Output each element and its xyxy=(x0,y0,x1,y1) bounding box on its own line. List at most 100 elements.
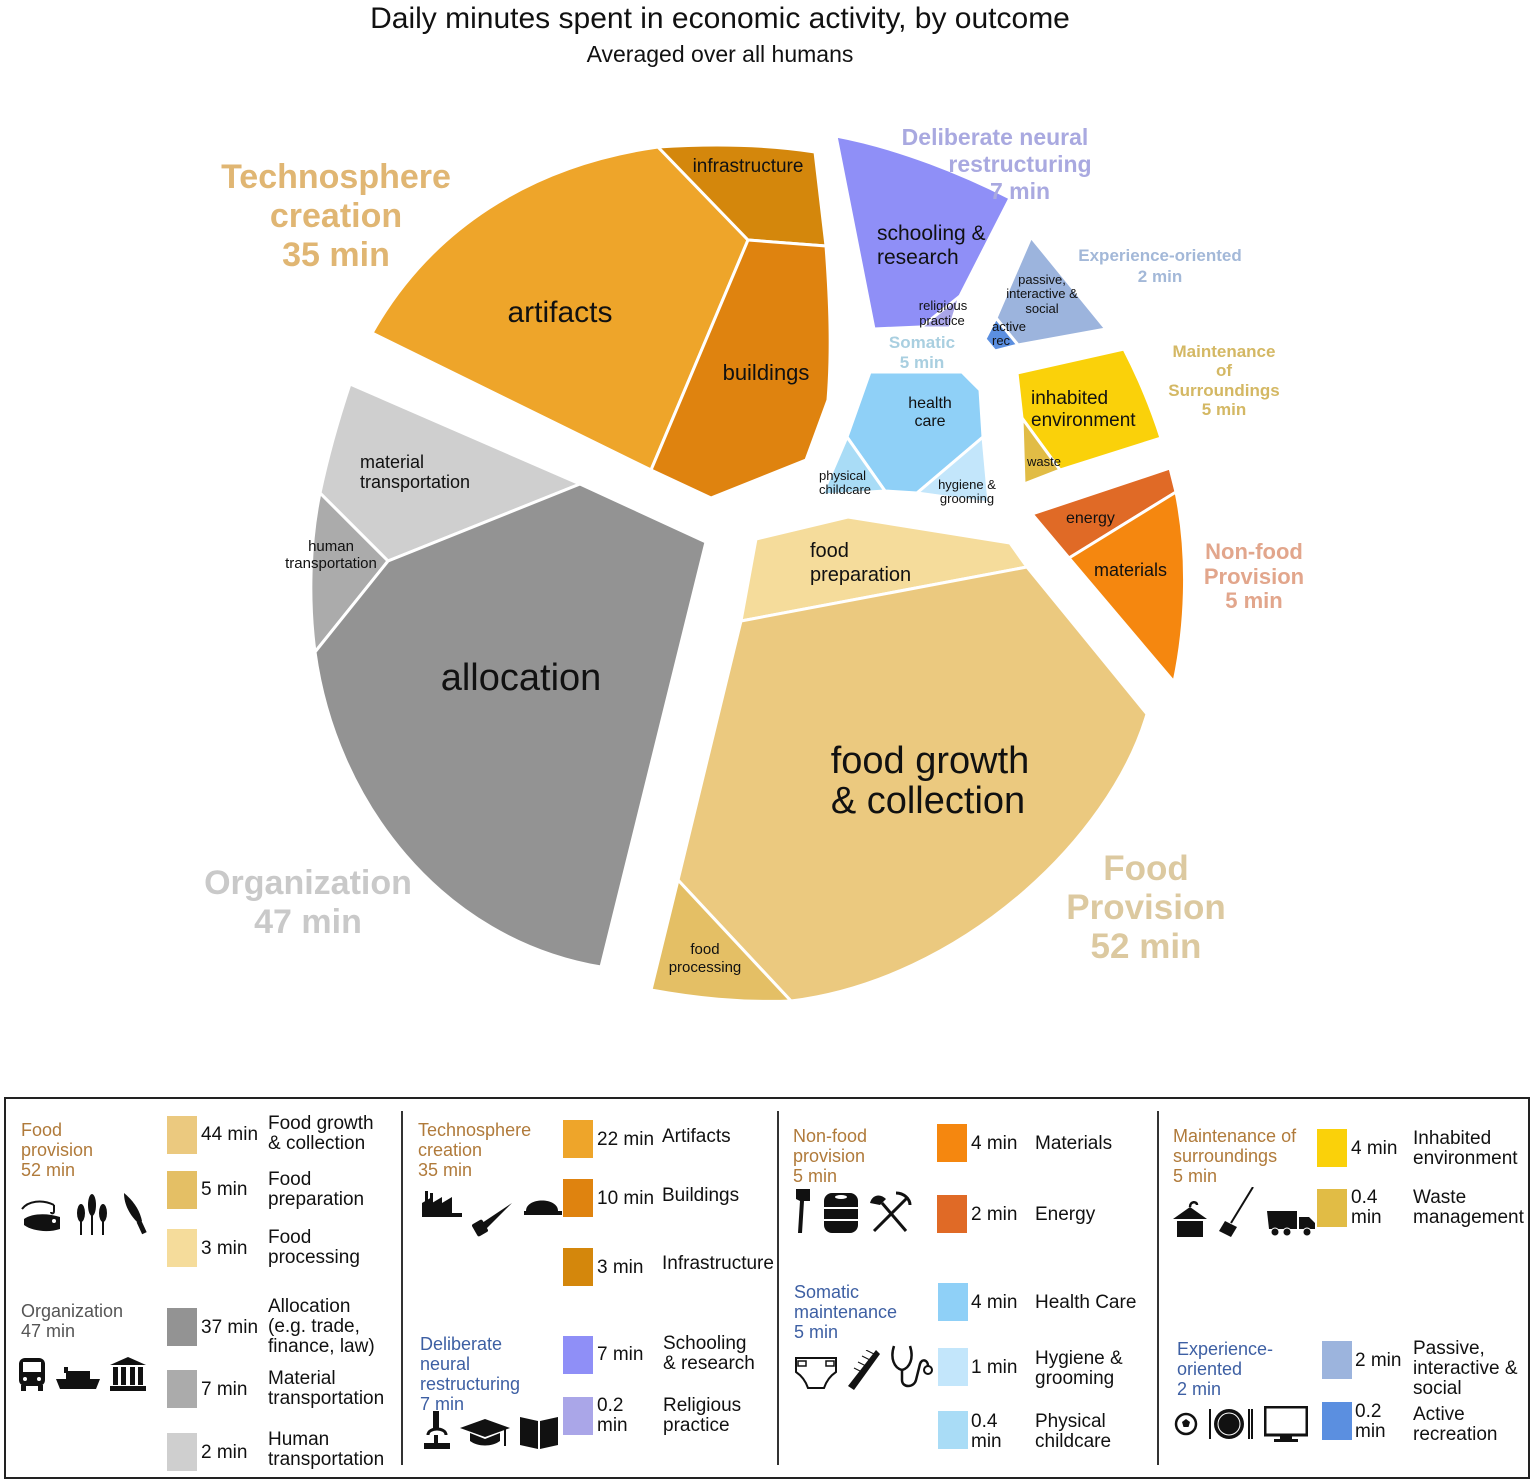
legend-maintenance-icons xyxy=(1171,1187,1315,1237)
legend-somatic-icons xyxy=(794,1344,934,1390)
legend-value: 4 min xyxy=(1351,1138,1398,1159)
legend-value: 4 min xyxy=(971,1292,1018,1313)
segment-food-preparation xyxy=(739,515,1029,623)
legend-swatch xyxy=(167,1171,197,1209)
label-artifacts: artifacts xyxy=(507,296,612,329)
label-passive: passive, xyxy=(1018,272,1066,287)
segment-physical-childcare xyxy=(820,435,887,497)
factory-icon xyxy=(422,1191,462,1217)
svg-text:Deliberate neural: Deliberate neural xyxy=(902,124,1089,150)
svg-text:Technosphere: Technosphere xyxy=(221,158,451,196)
label-food-processing-2: processing xyxy=(669,959,742,976)
chart-subtitle: Averaged over all humans xyxy=(586,41,854,67)
broom-icon xyxy=(1219,1187,1254,1237)
legend-swatch xyxy=(563,1120,593,1158)
label-food-growth: food growth xyxy=(831,740,1030,782)
legend-label: Artifacts xyxy=(662,1126,731,1147)
svg-text:5 min: 5 min xyxy=(900,353,944,372)
svg-text:5 min: 5 min xyxy=(1225,588,1282,613)
label-human-transportation: human xyxy=(308,538,354,555)
legend-swatch xyxy=(167,1433,197,1471)
label-materials: materials xyxy=(1094,560,1167,580)
segment-artifacts xyxy=(370,145,750,472)
legend-label: Food preparation xyxy=(268,1169,365,1210)
label-religious-2: practice xyxy=(919,313,965,328)
group-label-somatic: Somatic 5 min xyxy=(889,333,955,372)
legend-swatch xyxy=(563,1336,593,1374)
label-health-care-2: care xyxy=(914,413,945,430)
label-material-transportation-2: transportation xyxy=(360,472,470,492)
group-label-maintenance: Maintenance of Surroundings 5 min xyxy=(1168,342,1279,419)
graduation-cap-icon xyxy=(460,1419,510,1446)
legend-swatch xyxy=(938,1411,968,1449)
segment-infrastructure xyxy=(656,143,828,248)
label-inhabited-2: environment xyxy=(1031,410,1136,431)
label-material-transportation: material xyxy=(360,452,424,472)
fishing-icon xyxy=(21,1200,60,1232)
segment-buildings xyxy=(649,238,832,500)
legend-label: Food processing xyxy=(268,1227,360,1268)
legend-divider xyxy=(777,1111,779,1465)
group-label-food: Food Provision 52 min xyxy=(1066,849,1225,966)
legend-label: Materials xyxy=(1035,1133,1113,1154)
segment-inhabited xyxy=(1015,347,1163,472)
legend-divider xyxy=(1157,1111,1159,1465)
label-food-processing: food xyxy=(690,941,719,958)
group-label-deliberate: Deliberate neural restructuring 7 min xyxy=(902,124,1092,204)
legend-label: Material transportation xyxy=(268,1368,385,1409)
legend-experience-icons xyxy=(1174,1406,1308,1442)
label-schooling-2: research xyxy=(877,246,959,269)
legend-swatch xyxy=(167,1116,197,1154)
legend-swatch xyxy=(1322,1402,1352,1440)
legend-value: 4 min xyxy=(971,1133,1018,1154)
svg-text:of: of xyxy=(1216,361,1232,380)
label-health-care: health xyxy=(908,395,952,412)
svg-text:Food: Food xyxy=(1103,849,1189,888)
legend-swatch xyxy=(937,1195,967,1233)
legend-technosphere-icons xyxy=(422,1191,562,1237)
svg-text:Non-food: Non-food xyxy=(1205,539,1303,564)
legend-swatch xyxy=(563,1248,593,1286)
svg-text:5 min: 5 min xyxy=(1202,400,1246,419)
legend-swatch xyxy=(1317,1189,1347,1227)
legend-swatch xyxy=(1322,1341,1352,1379)
hanger-icon xyxy=(1173,1201,1207,1237)
svg-text:35 min: 35 min xyxy=(282,236,390,274)
label-food-preparation-2: preparation xyxy=(810,564,911,586)
legend-label: Hygiene & grooming xyxy=(1035,1348,1123,1389)
legend-value: 0.4 min xyxy=(1351,1187,1382,1228)
legend-nonfood-icons xyxy=(794,1189,912,1235)
legend-label: Allocation (e.g. trade, finance, law) xyxy=(268,1296,375,1357)
group-label-organization: Organization 47 min xyxy=(204,864,412,941)
knife-icon xyxy=(124,1193,147,1235)
group-label-technosphere: Technosphere creation 35 min xyxy=(221,158,451,274)
legend-organization-icons xyxy=(18,1357,146,1391)
saw-icon xyxy=(472,1203,512,1237)
label-active-rec: active xyxy=(992,319,1026,334)
svg-text:47 min: 47 min xyxy=(254,903,362,941)
diaper-icon xyxy=(795,1357,837,1389)
legend-value: 37 min xyxy=(201,1317,259,1338)
label-passive-3: social xyxy=(1025,301,1058,316)
label-human-transportation-2: transportation xyxy=(285,555,377,572)
legend-divider xyxy=(401,1111,403,1465)
voronoi-chart: artifacts infrastructure buildings mater… xyxy=(204,124,1304,1003)
legend-value: 5 min xyxy=(201,1179,248,1200)
legend-group-somatic-title: Somatic maintenance 5 min xyxy=(794,1282,898,1342)
legend-swatch xyxy=(563,1397,593,1435)
legend-label: Waste management xyxy=(1413,1187,1524,1228)
svg-text:creation: creation xyxy=(270,197,402,235)
legend-swatch xyxy=(1317,1129,1347,1167)
segment-materials xyxy=(1067,490,1187,684)
segment-hygiene xyxy=(915,435,991,505)
label-physical-childcare-2: childcare xyxy=(819,482,871,497)
legend-label: Buildings xyxy=(662,1185,740,1206)
segment-waste xyxy=(1020,416,1062,486)
label-schooling: schooling & xyxy=(877,222,986,245)
label-passive-2: interactive & xyxy=(1006,286,1078,301)
hardhat-icon xyxy=(524,1200,562,1215)
comb-icon xyxy=(848,1350,880,1390)
legend-value: 2 min xyxy=(201,1442,248,1463)
legend-group-food-title: Food provision 52 min xyxy=(21,1120,94,1180)
stethoscope-icon xyxy=(891,1345,933,1388)
